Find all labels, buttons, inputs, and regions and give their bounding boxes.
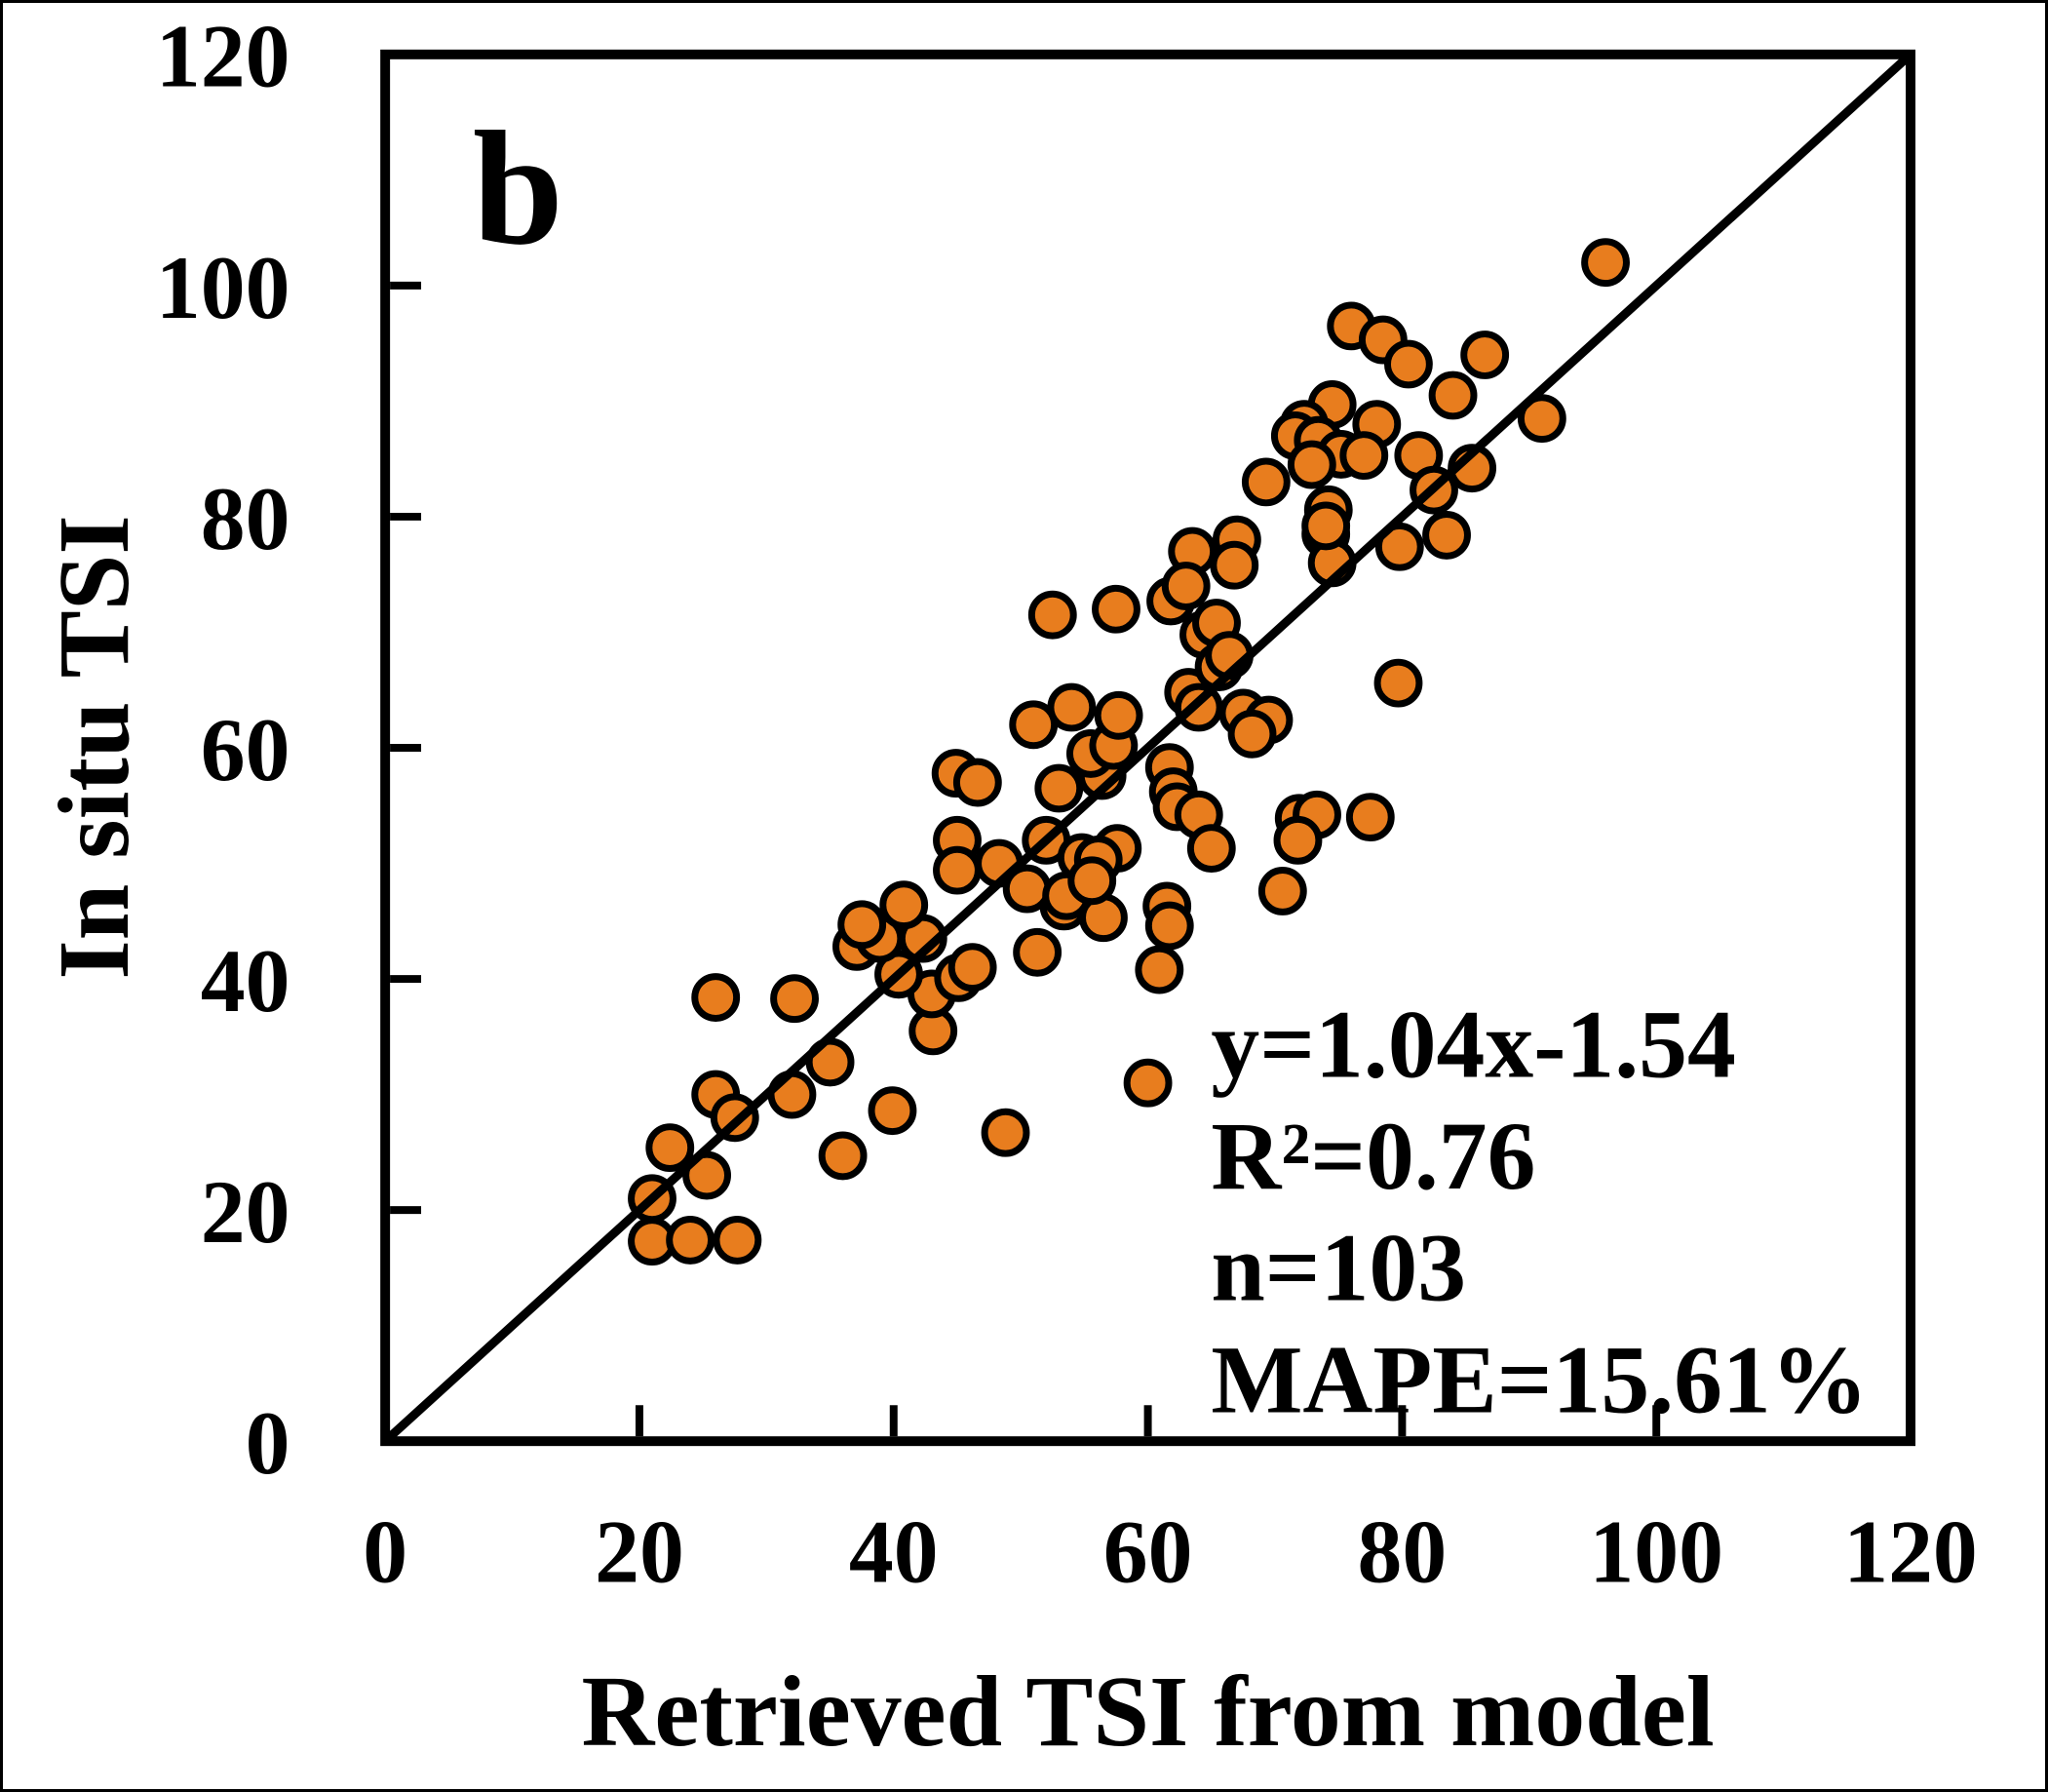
scatter-point [713, 1216, 762, 1265]
scatter-point [1067, 856, 1117, 906]
scatter-point [1339, 431, 1389, 481]
x-tick-label: 20 [595, 1502, 684, 1602]
scatter-point [1581, 238, 1630, 288]
annotation-n: n=103 [1211, 1214, 1466, 1322]
y-tick-label: 60 [201, 700, 290, 799]
x-tick-label: 40 [849, 1502, 939, 1602]
scatter-point [1460, 331, 1510, 379]
scatter-point [1210, 540, 1259, 590]
scatter-point [1123, 1058, 1173, 1108]
scatter-point [1345, 793, 1395, 842]
scatter-point [770, 974, 819, 1024]
scatter-point [1383, 339, 1433, 389]
scatter-point [933, 845, 982, 895]
stats-annotation: y=1.04x-1.54 R²=0.76 n=103 MAPE=15.61% [1211, 990, 1868, 1433]
x-tick-label: 0 [363, 1502, 407, 1602]
x-tick-label: 60 [1103, 1502, 1193, 1602]
scatter-point [1273, 815, 1323, 865]
scatter-point [837, 900, 887, 950]
scatter-point [1428, 370, 1478, 420]
y-tick-label: 100 [156, 238, 290, 337]
scatter-point [952, 758, 1002, 807]
scatter-chart-svg: 0 20 40 60 80 100 120 0 20 40 60 80 100 120 b Retriev… [39, 7, 1978, 1768]
scatter-point [1013, 927, 1063, 977]
scatter-point [947, 943, 997, 993]
scatter-point [1241, 457, 1291, 507]
scatter-point [1092, 584, 1140, 634]
scatter-point [818, 1131, 868, 1181]
annotation-mape: MAPE=15.61% [1211, 1325, 1868, 1433]
plot-frame [380, 49, 1916, 1447]
scatter-point [1517, 394, 1566, 444]
scatter-point [1257, 867, 1307, 915]
annotation-equation: y=1.04x-1.54 [1211, 990, 1735, 1098]
scatter-point [1287, 440, 1336, 489]
scatter-point [1422, 510, 1471, 560]
scatter-point [1301, 501, 1351, 551]
scatter-point [879, 880, 929, 930]
x-tick-label: 80 [1358, 1502, 1448, 1602]
y-tick-label: 0 [246, 1393, 290, 1493]
scatter-point [1027, 590, 1077, 640]
scatter-point [1374, 522, 1424, 571]
scatter-point [666, 1216, 715, 1265]
scatter-point [1144, 901, 1194, 951]
panel-label: b [473, 98, 563, 279]
x-axis-title: Retrieved TSI from model [582, 1656, 1715, 1768]
scatter-point [1009, 700, 1059, 750]
y-tick-label: 40 [201, 931, 290, 1031]
axis-ticks [390, 281, 1661, 1437]
scatter-point [1227, 709, 1277, 759]
scatter-point [1373, 658, 1423, 708]
y-tick-label: 80 [201, 469, 290, 568]
y-axis-title: In situ TSI [39, 515, 150, 979]
y-tick-label: 120 [156, 7, 290, 106]
scatter-point [1047, 682, 1097, 732]
scatter-point [868, 1086, 917, 1136]
y-tick-label: 20 [201, 1162, 290, 1262]
x-tick-label: 120 [1843, 1502, 1978, 1602]
annotation-r-squared: R²=0.76 [1211, 1102, 1535, 1210]
scatter-point [1186, 824, 1236, 874]
scatter-point [691, 973, 741, 1022]
scatter-point [1034, 763, 1084, 813]
scatter-point [1135, 945, 1184, 994]
scatter-point [981, 1108, 1030, 1157]
scatter-point [645, 1123, 695, 1173]
scatter-point [1161, 562, 1211, 610]
scatter-point [1094, 690, 1143, 740]
identity-line [382, 51, 1914, 1445]
x-tick-label: 100 [1589, 1502, 1723, 1602]
axis-tick-labels: 0 20 40 60 80 100 120 0 20 40 60 80 100 120 [156, 7, 1978, 1602]
